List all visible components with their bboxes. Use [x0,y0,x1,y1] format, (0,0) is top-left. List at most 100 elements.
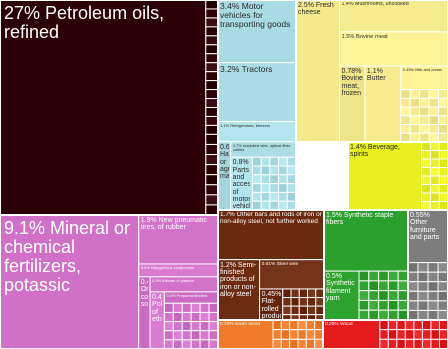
treemap-tile-instruments-1-cell [427,262,439,273]
treemap-tile-foodstuffs-6-cell [419,132,430,143]
treemap-tile-foodstuffs-6-cell [438,124,448,134]
treemap-tile-beverages-1-cell [429,184,440,194]
treemap-tile-machinery-vehicles-6-cell [286,200,297,211]
treemap-tile-foodstuffs-6-cell [409,115,421,126]
treemap-tile-machinery-vehicles-6-cell [278,191,288,202]
treemap-tile-chemicals-7-cell [208,339,219,349]
treemap-tile-chemicals-7-cell [208,311,219,323]
treemap-tile-chemicals-7-cell [181,321,192,332]
treemap-tile-misc-1-cell [404,329,415,340]
treemap-tile-mineral-fuels-3-cell [205,164,219,176]
treemap-tile-textiles-1 [323,270,360,321]
treemap-tile-mineral-fuels-1-cell [205,17,219,28]
treemap-tile-mineral-fuels-1-cell [205,62,219,73]
treemap-tile-metals-4-cell [315,305,325,316]
treemap-tile-chemicals-7-cell [190,311,201,323]
treemap-tile-mineral-fuels-1-cell [205,26,219,37]
treemap-tile-foodstuffs-6-cell [409,124,421,134]
treemap-tile-textiles-2-cell [378,299,389,311]
treemap-tile-chemicals-7-cell [190,321,201,332]
treemap-tile-wood-paper-1-cell [280,338,291,349]
treemap-tile-textiles-2-cell [358,280,370,292]
treemap-tile-chemicals-7-cell [181,311,192,323]
treemap-tile-chemicals-7-cell [163,330,174,341]
treemap-tile-chemicals-7-cell [199,339,210,349]
treemap-tile-foodstuffs-4 [364,65,402,143]
treemap-tile-chemicals-7-cell [190,339,201,349]
treemap-tile-beverages-1-cell [438,192,448,202]
treemap-tile-wood-paper-1-cell [272,329,282,340]
treemap-tile-instruments-1-cell [407,300,419,311]
treemap-tile-machinery-vehicles-0 [217,0,297,64]
treemap-tile-instruments-1-cell [427,290,439,302]
treemap-tile-mineral-fuels-1-cell [205,0,219,10]
treemap-tile-beverages-1-cell [421,184,431,194]
treemap-tile-machinery-vehicles-3 [217,141,232,211]
treemap-tile-textiles-2-cell [387,270,399,282]
treemap-tile-machinery-vehicles-6-cell [269,191,280,202]
treemap-tile-chemicals-7-cell [199,311,210,323]
treemap-tile-instruments-1-cell [407,271,419,283]
treemap-tile-textiles-2-cell [358,290,370,301]
treemap-tile-beverages-1-cell [429,175,440,185]
treemap-tile-misc-1-cell [387,329,398,340]
treemap-tile-machinery-vehicles-6-cell [251,156,262,167]
treemap-tile-machinery-vehicles-6-cell [260,165,271,176]
treemap-tile-misc-1-cell [396,329,406,340]
treemap-tile-chemicals-7-cell [181,330,192,341]
treemap-tile-misc-1-cell [413,338,423,349]
treemap-tile-misc-1-cell [396,338,406,349]
treemap-tile-misc-1-cell [404,338,415,349]
treemap-tile-mineral-fuels-1-cell [205,44,219,55]
treemap-tile-wood-paper-1-cell [314,338,324,349]
treemap-tile-metals-2 [259,259,325,290]
treemap-tile-wood-paper-1-cell [272,319,282,331]
treemap-tile-beverages-1-cell [421,201,431,211]
treemap-tile-foodstuffs-6-cell [409,106,421,117]
treemap-tile-chemicals-7-cell [208,302,219,313]
treemap-tile-beverages-1-cell [429,141,440,151]
treemap-tile-beverages-1-cell [438,201,448,211]
treemap-tile-misc-1-cell [430,329,440,340]
treemap-tile-beverages-1-cell [438,158,448,168]
treemap-tile-instruments-1-cell [427,271,439,283]
treemap-tile-machinery-vehicles-6-cell [286,165,297,176]
treemap-tile-wood-paper-1-cell [305,329,316,340]
treemap-tile-textiles-2-cell [368,270,380,282]
treemap-tile-chemicals-7-cell [190,302,201,313]
treemap-tile-metals-4-cell [307,305,317,316]
treemap-tile-chemicals-7-cell [172,311,183,323]
treemap-tile-textiles-2-cell [397,309,409,321]
treemap-tile-chemicals-2 [138,263,219,278]
treemap-tile-textiles-2-cell [387,280,399,292]
treemap-tile-machinery-vehicles-6-cell [260,183,271,193]
treemap-tile-foodstuffs-6-cell [438,89,448,99]
treemap-tile-instruments-0 [407,209,448,264]
treemap-tile-foodstuffs-6-cell [400,115,411,126]
treemap-tile-machinery-vehicles-6-cell [286,191,297,202]
treemap-tile-machinery-vehicles-6-cell [278,174,288,185]
treemap-tile-beverages-1-cell [429,167,440,177]
treemap-tile-metals-4-cell [315,288,325,299]
treemap-tile-machinery-vehicles-1 [217,62,297,123]
treemap-tile-textiles-2-cell [358,299,370,311]
treemap-tile-beverages-1-cell [429,158,440,168]
treemap-tile-mineral-fuels-3-cell [205,154,219,166]
treemap-tile-misc-0 [322,319,381,349]
treemap-tile-machinery-vehicles-6-cell [260,200,271,211]
treemap-tile-foodstuffs-6-cell [419,124,430,134]
treemap-tile-chemicals-6 [163,291,219,304]
treemap-tile-textiles-2-cell [368,290,380,301]
treemap-tile-metals-4-cell [290,288,300,299]
treemap-tile-foodstuffs-6-cell [409,97,421,108]
treemap-tile-beverages-1-cell [421,141,431,151]
treemap-tile-mineral-fuels-1-cell [205,8,219,19]
treemap-tile-instruments-1-cell [417,281,429,292]
treemap-tile-chemicals-0 [0,214,140,349]
treemap-tile-beverages-1-cell [421,150,431,160]
treemap-tile-beverages-1-cell [421,192,431,202]
treemap-tile-foodstuffs-6-cell [400,97,411,108]
treemap-tile-machinery-vehicles-6-cell [286,156,297,167]
treemap-tile-wood-paper-1-cell [305,319,316,331]
